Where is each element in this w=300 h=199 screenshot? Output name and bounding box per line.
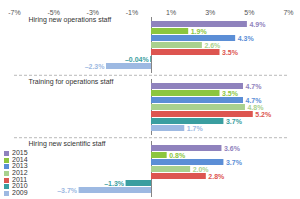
html-text:2013: 2013 [12,162,28,170]
svg-text:Hiring new scientific staff: Hiring new scientific staff [29,140,106,148]
html-text:2009: 2009 [12,189,28,197]
svg-text:5%: 5% [244,9,254,16]
svg-text:4.9%: 4.9% [249,21,266,28]
svg-text:1.9%: 1.9% [191,28,208,35]
svg-text:2.6%: 2.6% [204,42,221,49]
svg-text:-1%: -1% [126,9,138,16]
html-text:2011: 2011 [12,175,28,183]
svg-text:3.5%: 3.5% [222,90,239,97]
svg-text:0.8%: 0.8% [169,152,186,159]
svg-text:7%: 7% [283,9,293,16]
svg-text:–1.3%: –1.3% [104,180,125,187]
svg-text:4.3%: 4.3% [238,35,255,42]
html-text:2014: 2014 [12,155,28,163]
svg-text:Hiring new operations staff: Hiring new operations staff [29,16,112,24]
html-text:2010: 2010 [12,182,28,190]
svg-text:5.2%: 5.2% [255,111,272,118]
svg-text:2.0%: 2.0% [193,166,210,173]
svg-text:1.7%: 1.7% [187,125,204,132]
svg-text:-3%: -3% [87,9,99,16]
html-text:2012: 2012 [12,169,28,177]
svg-text:–3.7%: –3.7% [57,187,78,194]
svg-text:1%: 1% [166,9,176,16]
svg-text:3.5%: 3.5% [222,49,239,56]
svg-text:4.7%: 4.7% [245,83,262,90]
svg-text:3.7%: 3.7% [226,159,243,166]
svg-text:3%: 3% [205,9,215,16]
svg-text:3.7%: 3.7% [226,118,243,125]
svg-text:2.8%: 2.8% [208,173,225,180]
html-text:2015: 2015 [12,149,28,156]
svg-text:3.6%: 3.6% [224,145,241,152]
svg-text:-5%: -5% [47,9,59,16]
svg-text:Training for operations staff: Training for operations staff [29,78,114,86]
svg-text:–0.04%: –0.04% [125,56,150,63]
svg-text:-7%: -7% [8,9,20,16]
svg-text:4.7%: 4.7% [245,97,262,104]
svg-text:–2.3%: –2.3% [85,63,106,70]
svg-text:4.8%: 4.8% [247,104,264,111]
